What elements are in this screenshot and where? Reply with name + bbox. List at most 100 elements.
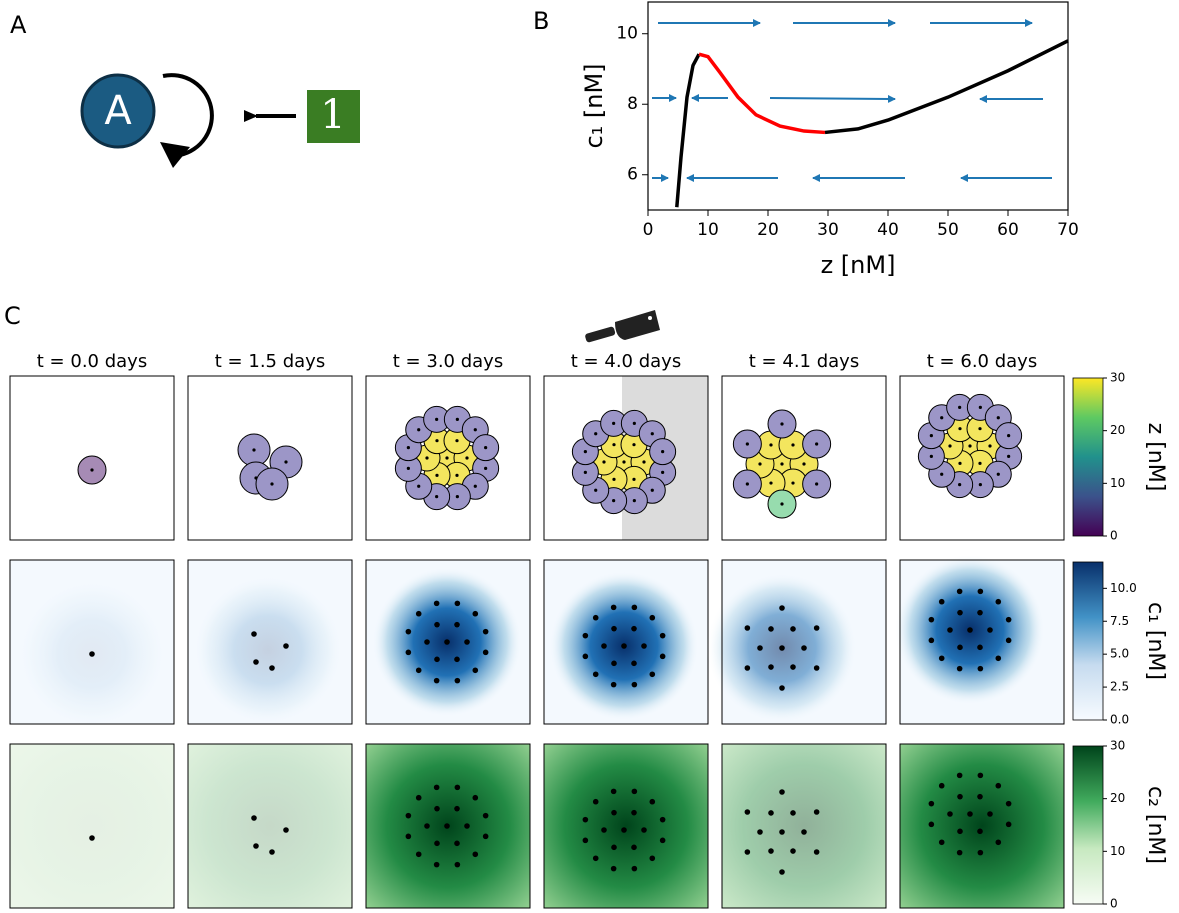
cell-center xyxy=(417,485,420,488)
cell-center xyxy=(611,810,617,816)
cell-center xyxy=(434,622,440,628)
cell-center xyxy=(435,418,438,421)
cell-center xyxy=(444,823,450,829)
cell-center xyxy=(791,481,794,484)
cell-center xyxy=(779,605,785,611)
cell-center xyxy=(757,829,763,835)
cell-center xyxy=(89,835,95,841)
cell-center xyxy=(483,650,489,656)
cell-center xyxy=(957,850,963,856)
cell-center xyxy=(483,629,489,635)
cell-center xyxy=(1006,801,1012,807)
column-title: t = 3.0 days xyxy=(393,351,503,372)
cell-center xyxy=(283,643,289,649)
cell-center xyxy=(651,432,654,435)
cell-center xyxy=(1007,434,1010,437)
colorbar-tick-label: 20 xyxy=(1110,791,1125,805)
cell-center xyxy=(455,862,461,868)
cell-center xyxy=(660,838,666,844)
cell-center xyxy=(435,495,438,498)
cell-center xyxy=(472,667,478,673)
cell-center xyxy=(995,839,1001,845)
colorbar-label: c₁ [nM] xyxy=(1143,602,1168,680)
cell-center xyxy=(474,485,477,488)
cell-center xyxy=(978,666,984,672)
colorbar-tick-label: 5.0 xyxy=(1110,647,1129,661)
cell-center xyxy=(814,665,820,671)
cell-center xyxy=(593,615,599,621)
cell-center xyxy=(583,838,589,844)
cell-center xyxy=(929,822,935,828)
cell-center xyxy=(995,655,1001,661)
cell-center xyxy=(939,783,945,789)
cell-center xyxy=(660,633,666,639)
x-tick-label: 70 xyxy=(1057,220,1079,240)
y-tick-label: 6 xyxy=(627,165,638,185)
cell-center xyxy=(939,839,945,845)
cell-center xyxy=(465,456,468,459)
cell-center xyxy=(780,462,783,465)
cell-center xyxy=(987,811,993,817)
cell-center xyxy=(416,851,422,857)
colorbar-tick-label: 10.0 xyxy=(1110,581,1137,595)
cell-center xyxy=(406,629,412,635)
cell-center xyxy=(444,639,450,645)
cell-center xyxy=(958,483,961,486)
cell-center xyxy=(601,827,607,833)
cell-center xyxy=(977,645,983,651)
cell-center xyxy=(995,783,1001,789)
cell-center xyxy=(474,428,477,431)
cell-center xyxy=(583,654,589,660)
cell-center xyxy=(768,664,774,670)
cell-center xyxy=(929,801,935,807)
cell-center xyxy=(815,482,818,485)
cell-center xyxy=(988,444,991,447)
cell-center xyxy=(987,627,993,633)
cell-center xyxy=(434,678,440,684)
x-tick-label: 50 xyxy=(937,220,959,240)
cell-center xyxy=(631,626,637,632)
cell-center xyxy=(455,601,461,607)
cell-center xyxy=(621,643,627,649)
cell-center xyxy=(407,446,410,449)
cell-center xyxy=(768,810,774,816)
cell-center xyxy=(641,827,647,833)
cell-center xyxy=(472,611,478,617)
cell-center xyxy=(978,427,981,430)
cell-center xyxy=(745,849,751,855)
cell-center xyxy=(622,460,625,463)
cell-center xyxy=(602,460,605,463)
cell-center xyxy=(483,813,489,819)
colorbar-tick-label: 30 xyxy=(1110,371,1125,385)
colorbar-tick-label: 20 xyxy=(1110,423,1125,437)
cell-center xyxy=(745,665,751,671)
cell-center xyxy=(593,671,599,677)
cell-center xyxy=(434,785,440,791)
cell-center xyxy=(978,773,984,779)
cell-center xyxy=(612,422,615,425)
cell-center xyxy=(445,456,448,459)
cell-center xyxy=(632,682,638,688)
cell-center xyxy=(621,827,627,833)
cell-center xyxy=(995,599,1001,605)
cell-center xyxy=(948,444,951,447)
cell-center xyxy=(745,625,751,631)
cell-center xyxy=(967,811,973,817)
cell-center xyxy=(612,499,615,502)
cell-center xyxy=(814,625,820,631)
cell-center xyxy=(757,645,763,651)
cell-center xyxy=(790,810,796,816)
cell-center xyxy=(483,834,489,840)
cell-center xyxy=(252,448,255,451)
cell-center xyxy=(977,610,983,616)
cell-center xyxy=(780,502,783,505)
cell-center xyxy=(632,866,638,872)
field xyxy=(188,744,352,908)
cell-center xyxy=(424,639,430,645)
cell-center xyxy=(454,841,460,847)
flow-arrows xyxy=(652,23,1052,178)
cell-center xyxy=(425,456,428,459)
column-title: t = 4.0 days xyxy=(571,351,681,372)
input-label: 1 xyxy=(320,92,345,138)
cell-center xyxy=(269,665,275,671)
